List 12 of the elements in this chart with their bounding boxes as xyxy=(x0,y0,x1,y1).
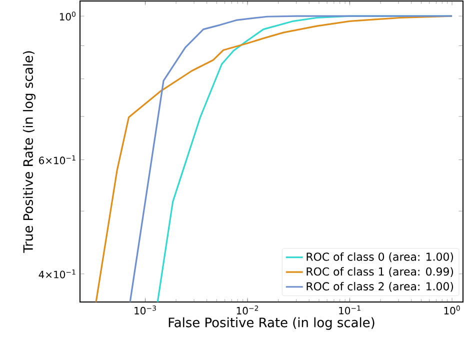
y-tick-label: 6×10$^{−1}$ xyxy=(39,155,76,164)
y-axis-title: True Positive Rate (in log scale) xyxy=(22,51,36,253)
legend-label: ROC of class 1 (area: 0.99) xyxy=(306,267,454,277)
legend-label: ROC of class 2 (area: 1.00) xyxy=(306,282,454,292)
legend-label: ROC of class 0 (area: 1.00) xyxy=(306,252,454,262)
x-axis-title: False Positive Rate (in log scale) xyxy=(168,317,374,330)
y-tick-label: 10$^{0}$ xyxy=(60,12,76,21)
y-tick-label: 4×10$^{−1}$ xyxy=(38,269,76,278)
x-tick-label: 10$^{−2}$ xyxy=(236,306,258,314)
x-tick-label: 10$^{−3}$ xyxy=(134,306,156,314)
x-tick-label: 10$^{−1}$ xyxy=(339,306,360,314)
x-tick-label: 10$^{0}$ xyxy=(444,306,460,314)
